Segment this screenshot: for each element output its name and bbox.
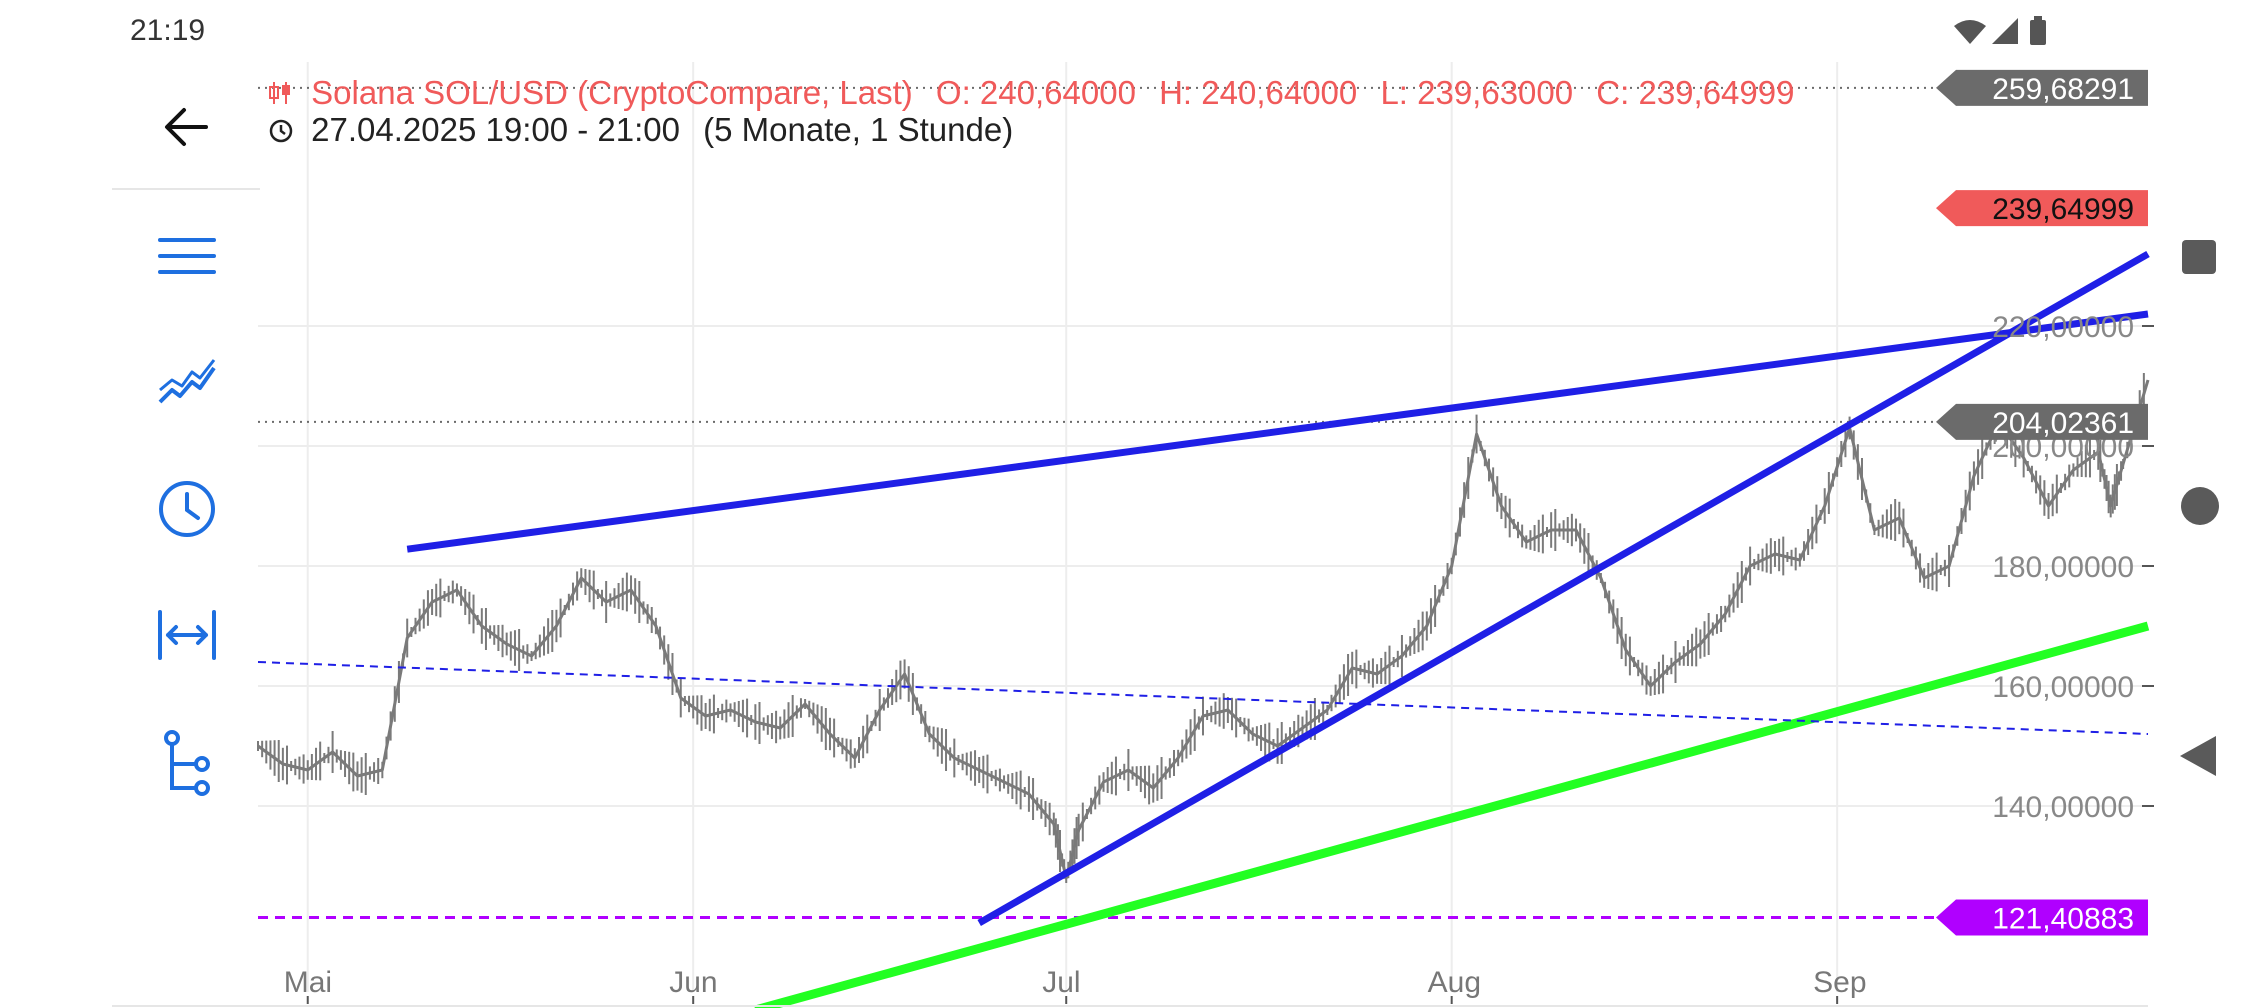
circle-icon (2181, 487, 2219, 525)
price-marker (1936, 190, 2148, 227)
chart-line-icon (158, 359, 216, 404)
wifi-icon (1954, 20, 1986, 44)
x-tick-label: Aug (1428, 966, 1481, 999)
status-time: 21:19 (130, 14, 206, 47)
back-button[interactable] (148, 88, 226, 166)
trend-line-dashed (257, 661, 2149, 735)
y-tick-label: 220,00000 (1992, 311, 2134, 344)
high-value: H: 240,64000 (1159, 74, 1358, 111)
sidebar-divider (112, 188, 260, 190)
clock-icon (159, 481, 215, 537)
x-tick-label: Jul (1042, 966, 1080, 999)
menu-icon (158, 238, 216, 274)
price-marker-label: 121,40883 (1992, 903, 2134, 936)
battery-icon (2030, 16, 2046, 45)
trend-line-green (754, 621, 2150, 1008)
fit-range-button[interactable] (148, 596, 226, 674)
x-tick-label: Jun (669, 966, 717, 999)
close-value: C: 239,64999 (1596, 74, 1795, 111)
clock-small-icon (269, 119, 293, 143)
period-header: 27.04.2025 19:00 - 21:00 (5 Monate, 1 St… (268, 111, 1027, 149)
price-marker (1936, 69, 2148, 106)
y-tick-label: 160,00000 (1992, 671, 2134, 704)
back-arrow-icon (165, 108, 208, 146)
open-value: O: 240,64000 (935, 74, 1136, 111)
y-tick-label: 140,00000 (1992, 791, 2134, 824)
system-icons (1952, 12, 2062, 52)
nav-back-button[interactable] (2160, 716, 2240, 796)
price-marker-label: 239,64999 (1992, 193, 2134, 226)
x-tick-label: Sep (1813, 966, 1866, 999)
period-range: 27.04.2025 19:00 - 21:00 (311, 111, 680, 148)
tree-icon (164, 730, 210, 796)
nav-home-button[interactable] (2160, 466, 2240, 546)
trend-line-lower (977, 250, 2150, 927)
y-tick-label: 180,00000 (1992, 551, 2134, 584)
price-marker (1936, 899, 2148, 936)
period-span: (5 Monate, 1 Stunde) (703, 111, 1014, 148)
instrument-name: Solana SOL/USD (CryptoCompare, Last) (311, 74, 913, 111)
triangle-back-icon (2180, 736, 2216, 776)
time-range-button[interactable] (148, 470, 226, 548)
ohlc-header: Solana SOL/USD (CryptoCompare, Last) O: … (268, 74, 1808, 112)
left-toolbar (112, 60, 260, 1008)
low-value: L: 239,63000 (1380, 74, 1574, 111)
range-icon (158, 610, 216, 660)
status-bar: 21:19 (0, 0, 2244, 60)
x-tick-label: Mai (284, 966, 332, 999)
signal-icon (1992, 18, 2018, 44)
price-marker-label: 204,02361 (1992, 407, 2134, 440)
chart-type-button[interactable] (148, 344, 226, 422)
indicators-button[interactable] (148, 724, 226, 802)
price-series-line (257, 379, 2150, 880)
menu-button[interactable] (148, 216, 226, 294)
square-icon (2182, 240, 2216, 274)
price-marker-label: 259,68291 (1992, 73, 2134, 106)
trend-line-upper (406, 310, 2149, 553)
price-marker (1936, 403, 2148, 440)
candlestick-icon (269, 82, 290, 104)
nav-recents-button[interactable] (2160, 218, 2240, 298)
